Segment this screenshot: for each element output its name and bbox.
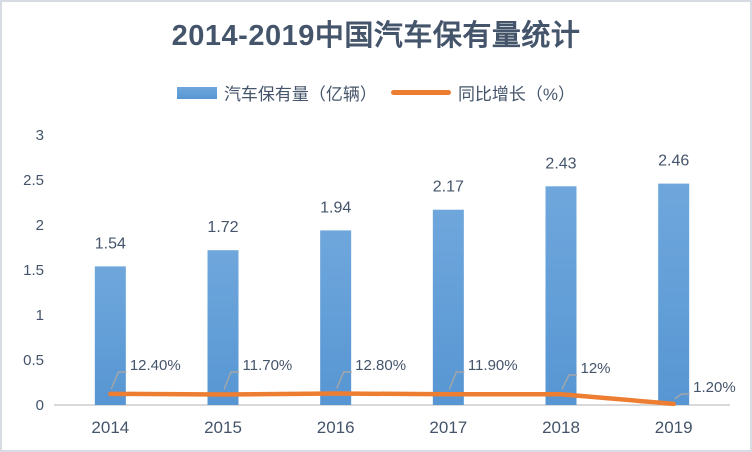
label-leader-line xyxy=(336,371,352,389)
x-axis-tick-label: 2016 xyxy=(317,418,355,437)
bar xyxy=(320,230,352,405)
bar-value-label: 2.17 xyxy=(433,179,464,196)
x-axis-tick-label: 2018 xyxy=(542,418,580,437)
growth-line xyxy=(108,391,676,407)
line-value-label: 12% xyxy=(581,360,611,377)
bar-series-swatch-icon xyxy=(176,86,217,99)
y-axis-tick-label: 2.5 xyxy=(23,172,44,189)
line-value-label: 12.80% xyxy=(355,357,406,374)
legend-label-bar-series: 汽车保有量（亿辆） xyxy=(223,85,377,104)
chart-title: 2014-2019中国汽车保有量统计 xyxy=(171,20,581,52)
line-value-label: 1.20% xyxy=(693,379,736,396)
line-series-swatch-icon xyxy=(390,90,451,95)
label-leader-line xyxy=(674,393,690,400)
bar-value-label: 2.46 xyxy=(658,153,689,170)
label-leader-line xyxy=(110,371,127,390)
bar xyxy=(432,209,464,405)
label-leader-line xyxy=(448,371,465,390)
y-axis-tick-label: 0.5 xyxy=(23,352,44,369)
bar xyxy=(658,183,690,405)
y-axis-tick-label: 1.5 xyxy=(23,262,44,279)
bar-value-label: 1.72 xyxy=(207,219,238,236)
line-value-label: 12.40% xyxy=(130,357,181,374)
line-value-label: 11.90% xyxy=(468,357,518,374)
y-axis-tick-label: 1 xyxy=(36,307,44,324)
y-axis-tick-label: 0 xyxy=(36,397,44,414)
x-axis-tick-label: 2019 xyxy=(655,418,693,437)
bar-value-label: 2.43 xyxy=(545,155,576,172)
x-axis-tick-label: 2017 xyxy=(429,418,467,437)
bar xyxy=(545,186,577,405)
legend-item-bar-series: 汽车保有量（亿辆） xyxy=(176,80,377,105)
bar-value-label: 1.94 xyxy=(320,199,351,216)
bar xyxy=(94,266,126,405)
label-leader-line xyxy=(223,371,239,390)
x-axis-tick-label: 2015 xyxy=(204,418,242,437)
label-leader-line xyxy=(561,374,577,390)
y-axis-tick-label: 2 xyxy=(36,217,44,234)
y-axis-tick-label: 3 xyxy=(36,127,44,144)
legend-item-line-series: 同比增长（%） xyxy=(390,80,576,105)
x-axis-tick-label: 2014 xyxy=(91,418,129,437)
bar xyxy=(207,250,239,405)
line-value-label: 11.70% xyxy=(243,357,293,374)
legend-label-line-series: 同比增长（%） xyxy=(457,85,576,104)
bar-value-label: 1.54 xyxy=(95,235,126,252)
legend: 汽车保有量（亿辆） 同比增长（%） xyxy=(2,80,750,105)
